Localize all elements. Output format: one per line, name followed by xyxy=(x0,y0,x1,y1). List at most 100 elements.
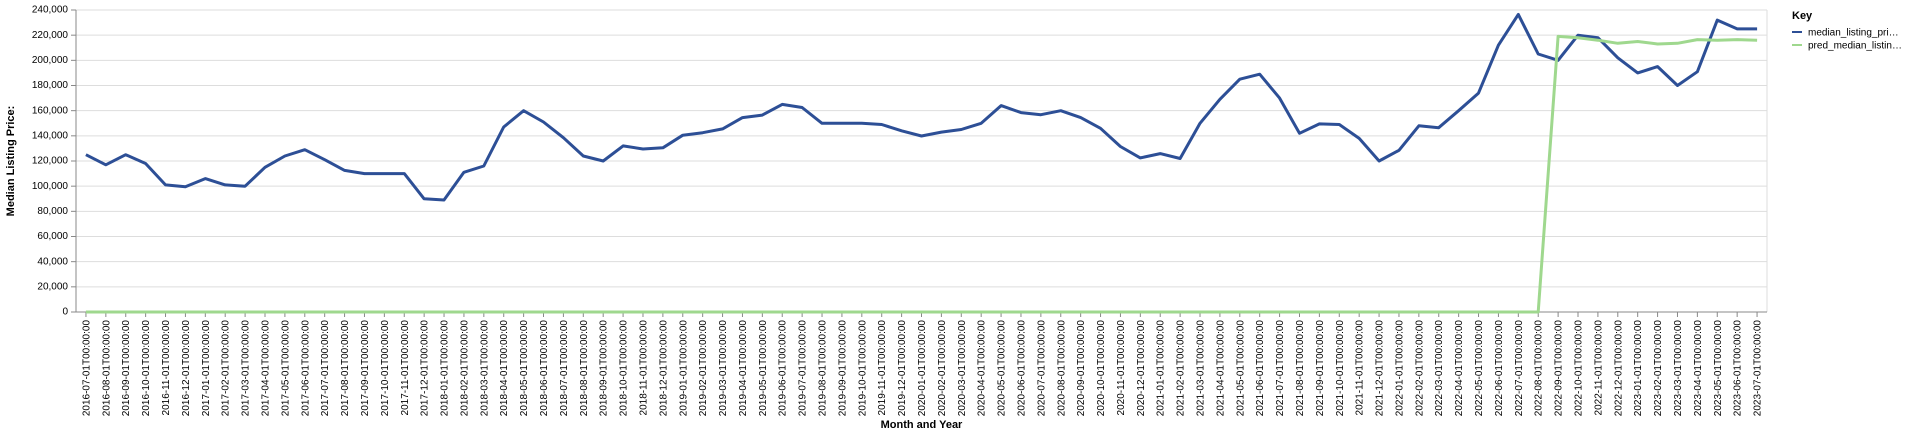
y-axis-title: Median Listing Price: xyxy=(5,106,17,217)
x-tick-label: 2021-04-01T00:00:00 xyxy=(1215,320,1226,417)
x-tick-label: 2022-05-01T00:00:00 xyxy=(1474,320,1485,417)
x-tick-label: 2017-12-01T00:00:00 xyxy=(420,320,431,417)
x-tick-label: 2018-08-01T00:00:00 xyxy=(579,320,590,417)
x-tick-label: 2021-03-01T00:00:00 xyxy=(1196,320,1207,417)
x-tick-label: 2021-10-01T00:00:00 xyxy=(1335,320,1346,417)
x-tick-label: 2022-11-01T00:00:00 xyxy=(1593,320,1604,416)
x-tick-label: 2017-03-01T00:00:00 xyxy=(241,320,252,417)
x-tick-label: 2016-09-01T00:00:00 xyxy=(121,320,132,417)
x-tick-label: 2017-10-01T00:00:00 xyxy=(380,320,391,417)
series-line-0 xyxy=(85,12,1758,202)
x-tick-label: 2022-07-01T00:00:00 xyxy=(1514,320,1525,417)
x-tick-label: 2019-09-01T00:00:00 xyxy=(837,320,848,417)
x-tick-label: 2022-03-01T00:00:00 xyxy=(1434,320,1445,417)
x-tick-label: 2018-11-01T00:00:00 xyxy=(638,320,649,416)
x-tick-label: 2019-04-01T00:00:00 xyxy=(738,320,749,417)
x-tick-label: 2020-10-01T00:00:00 xyxy=(1096,320,1107,417)
x-tick-label: 2018-09-01T00:00:00 xyxy=(599,320,610,417)
x-tick-label: 2017-05-01T00:00:00 xyxy=(280,320,291,417)
x-tick-label: 2019-03-01T00:00:00 xyxy=(718,320,729,417)
x-tick-label: 2022-10-01T00:00:00 xyxy=(1574,320,1585,417)
x-tick-label: 2020-07-01T00:00:00 xyxy=(1036,320,1047,417)
x-tick-label: 2021-05-01T00:00:00 xyxy=(1235,320,1246,417)
x-tick-label: 2016-10-01T00:00:00 xyxy=(141,320,152,417)
x-tick-label: 2022-09-01T00:00:00 xyxy=(1554,320,1565,417)
x-tick-label: 2017-02-01T00:00:00 xyxy=(221,320,232,417)
x-tick-label: 2022-04-01T00:00:00 xyxy=(1454,320,1465,417)
x-tick-label: 2021-11-01T00:00:00 xyxy=(1355,320,1366,416)
gridlines xyxy=(76,9,1768,313)
y-tick-label: 100,000 xyxy=(32,181,69,192)
x-tick-label: 2023-04-01T00:00:00 xyxy=(1693,320,1704,417)
x-tick-label: 2023-01-01T00:00:00 xyxy=(1633,320,1644,417)
x-tick-label: 2022-12-01T00:00:00 xyxy=(1613,320,1624,417)
x-tick-label: 2016-08-01T00:00:00 xyxy=(101,320,112,417)
x-tick-label: 2019-02-01T00:00:00 xyxy=(698,320,709,417)
x-tick-label: 2022-06-01T00:00:00 xyxy=(1494,320,1505,417)
x-tick-label: 2023-03-01T00:00:00 xyxy=(1673,320,1684,417)
x-tick-label: 2019-05-01T00:00:00 xyxy=(758,320,769,417)
x-tick-label: 2021-01-01T00:00:00 xyxy=(1156,320,1167,417)
x-tick-label: 2023-05-01T00:00:00 xyxy=(1713,320,1724,417)
x-tick-label: 2021-08-01T00:00:00 xyxy=(1295,320,1306,417)
y-tick-label: 140,000 xyxy=(32,130,69,141)
x-tick-label: 2018-12-01T00:00:00 xyxy=(658,320,669,417)
x-tick-label: 2019-07-01T00:00:00 xyxy=(798,320,809,417)
x-tick-label: 2018-01-01T00:00:00 xyxy=(440,320,451,417)
x-tick-label: 2021-12-01T00:00:00 xyxy=(1375,320,1386,417)
x-tick-label: 2018-10-01T00:00:00 xyxy=(619,320,630,417)
y-tick-label: 120,000 xyxy=(32,156,69,167)
x-tick-label: 2016-12-01T00:00:00 xyxy=(181,320,192,417)
x-tick-label: 2017-08-01T00:00:00 xyxy=(340,320,351,417)
y-axis-ticks: 0 20,000 40,000 60,000 80,000 100,000 120,000 1… xyxy=(32,5,76,318)
x-tick-label: 2017-11-01T00:00:00 xyxy=(400,320,411,416)
y-tick-label: 20,000 xyxy=(37,281,68,292)
x-tick-label: 2021-09-01T00:00:00 xyxy=(1315,320,1326,417)
y-tick-label: 240,000 xyxy=(32,5,69,16)
x-tick-label: 2017-01-01T00:00:00 xyxy=(201,320,212,417)
y-tick-label: 220,000 xyxy=(32,30,69,41)
x-tick-label: 2018-06-01T00:00:00 xyxy=(539,320,550,417)
x-tick-label: 2022-02-01T00:00:00 xyxy=(1414,320,1425,417)
y-tick-label: 160,000 xyxy=(32,105,69,116)
x-tick-label: 2020-11-01T00:00:00 xyxy=(1116,320,1127,416)
x-tick-label: 2017-06-01T00:00:00 xyxy=(300,320,311,417)
x-tick-label: 2020-02-01T00:00:00 xyxy=(937,320,948,417)
y-tick-label: 60,000 xyxy=(37,231,68,242)
x-tick-label: 2018-02-01T00:00:00 xyxy=(459,320,470,417)
x-tick-label: 2017-04-01T00:00:00 xyxy=(260,320,271,417)
x-tick-label: 2019-12-01T00:00:00 xyxy=(897,320,908,417)
x-tick-label: 2017-09-01T00:00:00 xyxy=(360,320,371,417)
x-axis-title: Month and Year xyxy=(881,419,963,431)
x-tick-label: 2022-08-01T00:00:00 xyxy=(1534,320,1545,417)
x-tick-label: 2020-03-01T00:00:00 xyxy=(957,320,968,417)
y-tick-label: 80,000 xyxy=(37,206,68,217)
series-line-1 xyxy=(85,34,1758,314)
x-tick-label: 2017-07-01T00:00:00 xyxy=(320,320,331,417)
x-tick-label: 2020-04-01T00:00:00 xyxy=(977,320,988,417)
x-tick-label: 2020-08-01T00:00:00 xyxy=(1056,320,1067,417)
x-tick-label: 2016-11-01T00:00:00 xyxy=(161,320,172,416)
x-tick-label: 2020-12-01T00:00:00 xyxy=(1136,320,1147,417)
legend-label: pred_median_listin… xyxy=(1808,41,1902,52)
x-tick-label: 2019-10-01T00:00:00 xyxy=(857,320,868,417)
x-tick-label: 2018-05-01T00:00:00 xyxy=(519,320,530,417)
x-tick-label: 2019-08-01T00:00:00 xyxy=(818,320,829,417)
x-tick-label: 2016-07-01T00:00:00 xyxy=(81,320,92,417)
x-tick-label: 2018-03-01T00:00:00 xyxy=(479,320,490,417)
x-tick-label: 2022-01-01T00:00:00 xyxy=(1394,320,1405,417)
x-tick-label: 2023-06-01T00:00:00 xyxy=(1733,320,1744,417)
x-tick-label: 2018-04-01T00:00:00 xyxy=(499,320,510,417)
x-axis-ticks: 2016-07-01T00:00:00 2016-08-01T00:00:00 20… xyxy=(81,312,1764,417)
x-tick-label: 2020-01-01T00:00:00 xyxy=(917,320,928,417)
x-tick-label: 2019-11-01T00:00:00 xyxy=(877,320,888,416)
y-tick-label: 40,000 xyxy=(37,256,68,267)
y-tick-label: 180,000 xyxy=(32,80,69,91)
legend-items: median_listing_pri… pred_median_listin… xyxy=(1792,28,1902,52)
y-tick-label: 0 xyxy=(62,307,68,318)
x-tick-label: 2018-07-01T00:00:00 xyxy=(559,320,570,417)
x-tick-label: 2023-02-01T00:00:00 xyxy=(1653,320,1664,417)
x-tick-label: 2020-09-01T00:00:00 xyxy=(1076,320,1087,417)
x-tick-label: 2020-06-01T00:00:00 xyxy=(1016,320,1027,417)
